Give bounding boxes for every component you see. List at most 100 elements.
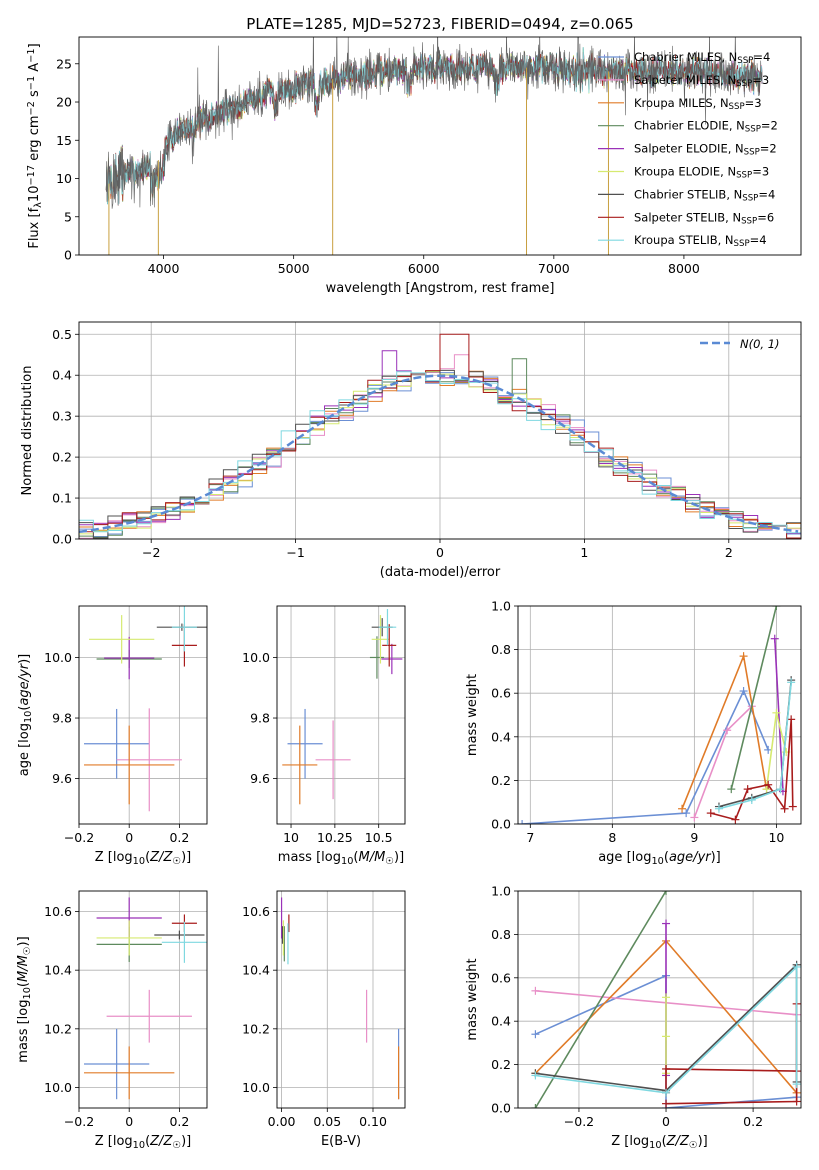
label-part: age/yr (669, 850, 712, 865)
errorbar-point (106, 989, 192, 1043)
y-tick-label: 0.2 (491, 1057, 511, 1072)
legend-entry-count: =2 (760, 142, 777, 156)
legend-entry-sub: SSP (737, 56, 753, 66)
y-tick-label: 9.8 (52, 711, 72, 726)
label-part: 10 (651, 856, 663, 867)
errorbar-point (116, 708, 182, 812)
legend-entry-sub: SSP (729, 102, 745, 112)
weight-marker (690, 813, 699, 822)
label-part: −1 (26, 76, 37, 90)
label-part: )] (16, 936, 31, 946)
weight-line (730, 606, 778, 790)
errorbar-point (282, 725, 318, 805)
x-tick-label: 2 (725, 545, 733, 560)
errorbar-point (315, 720, 351, 800)
weight-marker (739, 687, 748, 696)
axes-mass-vs-z: −0.2 0 0.210.010.210.410.6Z [log10(Z/Z☉)]m… (16, 890, 208, 1151)
y-tick-label: 9.6 (52, 771, 72, 786)
label-part: 10 (22, 987, 33, 999)
weight-marker (714, 804, 723, 813)
y-tick-label: 0.4 (491, 729, 511, 744)
label-part: mass [log (278, 850, 341, 865)
y-tick-label: 0.5 (52, 327, 72, 342)
weight-line (522, 689, 769, 824)
x-tick-label: 0 (436, 545, 444, 560)
weight-line (535, 965, 798, 1094)
axes-frame (78, 321, 802, 540)
x-tick-label: 0.2 (743, 1114, 763, 1129)
y-axis-label: age [log10(age/yr)] (17, 654, 34, 777)
label-part: λ (33, 202, 44, 208)
weight-marker (780, 804, 789, 813)
y-tick-label: 9.6 (250, 771, 270, 786)
label-part: s (27, 90, 42, 101)
x-tick-label: 10.5 (365, 830, 393, 845)
x-tick-label: −0.2 (64, 830, 94, 845)
label-part: Z/Z (149, 850, 173, 865)
y-tick-label: 0.4 (491, 1014, 511, 1029)
x-axis-label: Z [log10(Z/Z☉)] (95, 850, 192, 867)
label-part: 10 (649, 1140, 661, 1151)
legend-entry-name: Kroupa ELODIE, N (634, 165, 736, 179)
legend-entry-count: =3 (752, 73, 769, 87)
x-tick-label: 6000 (408, 261, 440, 276)
weight-marker (792, 1080, 801, 1089)
x-tick-label: 7000 (538, 261, 570, 276)
legend-entry-name: Chabrier ELODIE, N (634, 119, 745, 133)
legend-entry: Salpeter STELIB, NSSP=6 (634, 210, 774, 226)
y-tick-label: 0.3 (52, 409, 72, 424)
weight-marker (723, 726, 732, 735)
x-tick-label: −1 (286, 545, 304, 560)
weight-marker (662, 1099, 671, 1108)
weight-marker (772, 606, 781, 610)
y-tick-label: 10.4 (242, 963, 270, 978)
weight-marker (662, 1032, 671, 1041)
plot-area-mass-vs-z (84, 897, 207, 1100)
plot-area-spectrum (105, 37, 763, 255)
axes-frame (78, 36, 802, 256)
plot-area-mass-vs-ebv (280, 897, 400, 1100)
x-tick-label: 0.10 (359, 1114, 387, 1129)
weight-marker (662, 993, 671, 1002)
legend-entry: Chabrier MILES, NSSP=4 (634, 50, 770, 66)
label-part: Z [log (95, 1134, 133, 1149)
x-tick-label: 0 (662, 1114, 670, 1129)
label-part: )] (698, 1134, 708, 1149)
y-tick-label: 10.0 (44, 1080, 72, 1095)
legend-entry-name: Salpeter MILES, N (634, 73, 736, 87)
normal-curve (79, 374, 799, 534)
legend-entry: Salpeter MILES, NSSP=3 (634, 73, 769, 89)
plot-area-age-vs-z (84, 606, 207, 812)
legend-entry-name: Kroupa STELIB, N (634, 233, 734, 247)
axes-mass-vs-ebv: 0.00 0.05 0.10 10.0 10.2 10.4 10.6 E(B-V) (242, 890, 406, 1149)
y-tick-label: 0.2 (52, 450, 72, 465)
legend-entry: Salpeter ELODIE, NSSP=2 (634, 142, 777, 158)
y-tick-label: 5 (64, 209, 72, 224)
legend-entry-name: Kroupa MILES, N (634, 96, 729, 110)
label-part: −17 (26, 165, 37, 186)
label-part: −1 (26, 48, 37, 62)
weight-marker (662, 1064, 671, 1073)
y-tick-label: 10.6 (44, 904, 72, 919)
legend-entry-sub: SSP (744, 148, 760, 158)
x-tick-label: 4000 (148, 261, 180, 276)
label-part: Z [log (611, 1134, 649, 1149)
y-axis-label: mass weight (465, 674, 480, 756)
y-tick-label: 0.8 (491, 642, 511, 657)
label-part: )] (181, 1134, 191, 1149)
errorbar-point (369, 636, 384, 679)
plot-area-residuals (79, 333, 801, 539)
y-tick-label: 0.6 (491, 686, 511, 701)
axes-age-vs-z: −0.2 0 0.29.69.810.0Z [log10(Z/Z☉)]age [lo… (17, 605, 208, 867)
x-tick-label: 0.2 (169, 830, 189, 845)
y-tick-label: 20 (56, 95, 72, 110)
label-part: 10 (341, 856, 353, 867)
legend-entry-sub: SSP (742, 194, 758, 204)
weight-marker (787, 715, 796, 724)
x-tick-label: −0.2 (64, 1114, 94, 1129)
weight-marker (731, 815, 740, 824)
y-axis-label: Flux [fλ10−17 erg cm−2 s−1 A−1] (26, 43, 44, 248)
weight-marker (662, 891, 671, 895)
x-axis-label: wavelength [Angstrom, rest frame] (326, 281, 555, 296)
